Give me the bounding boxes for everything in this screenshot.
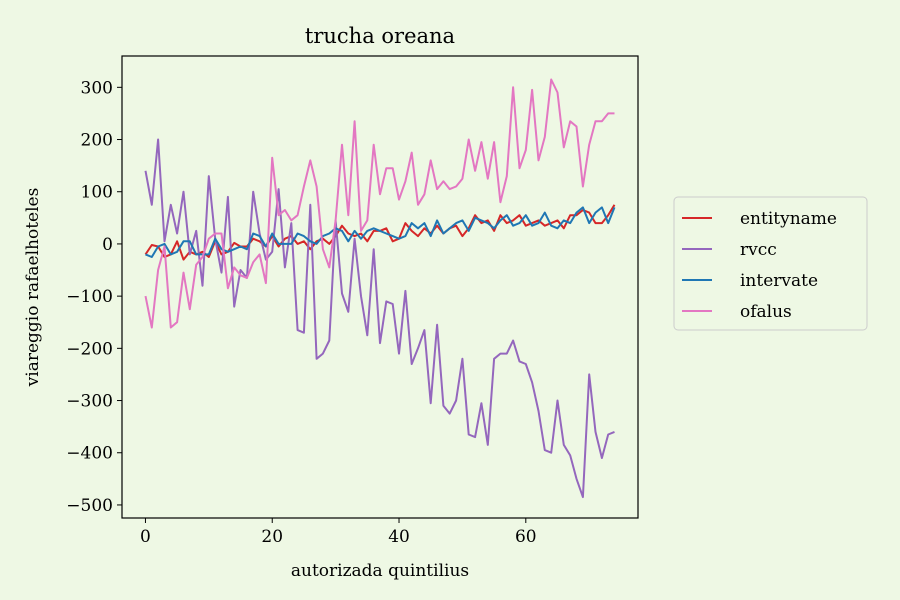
- y-tick-label: 0: [102, 235, 113, 255]
- series-line-intervate: [145, 206, 616, 258]
- x-axis-ticks: 0 20 40 60: [140, 518, 537, 547]
- y-axis-label: viareggio rafaelhoteles: [23, 188, 43, 388]
- y-tick-label: 200: [81, 131, 113, 151]
- plot-area: 0 20 40 60 −500 −400 −300 −200 −100 0 100 200 300: [66, 55, 639, 547]
- series-lines: [144, 78, 616, 499]
- legend-frame: [673, 196, 868, 331]
- legend-label-ofalus: ofalus: [740, 302, 792, 322]
- y-tick-label: −300: [66, 392, 113, 412]
- y-tick-label: 100: [81, 183, 113, 203]
- x-tick-label: 60: [515, 527, 537, 547]
- legend-label-entityname: entityname: [740, 209, 837, 229]
- y-tick-label: −100: [66, 287, 113, 307]
- y-tick-label: −200: [66, 339, 113, 359]
- y-axis-ticks: −500 −400 −300 −200 −100 0 100 200 300: [66, 78, 122, 516]
- series-line-ofalus: [144, 78, 615, 329]
- plot-frame: [121, 55, 639, 519]
- y-tick-label: 300: [81, 78, 113, 98]
- y-tick-label: −500: [66, 496, 113, 516]
- y-tick-label: −400: [66, 444, 113, 464]
- legend-label-rvcc: rvcc: [740, 240, 777, 260]
- chart-title: trucha oreana: [305, 24, 455, 48]
- legend: entityname rvcc intervate ofalus: [673, 196, 868, 331]
- legend-label-intervate: intervate: [740, 271, 818, 291]
- x-tick-label: 40: [388, 527, 410, 547]
- x-tick-label: 20: [261, 527, 283, 547]
- x-axis-label: autorizada quintilius: [291, 561, 469, 581]
- x-tick-label: 0: [140, 527, 151, 547]
